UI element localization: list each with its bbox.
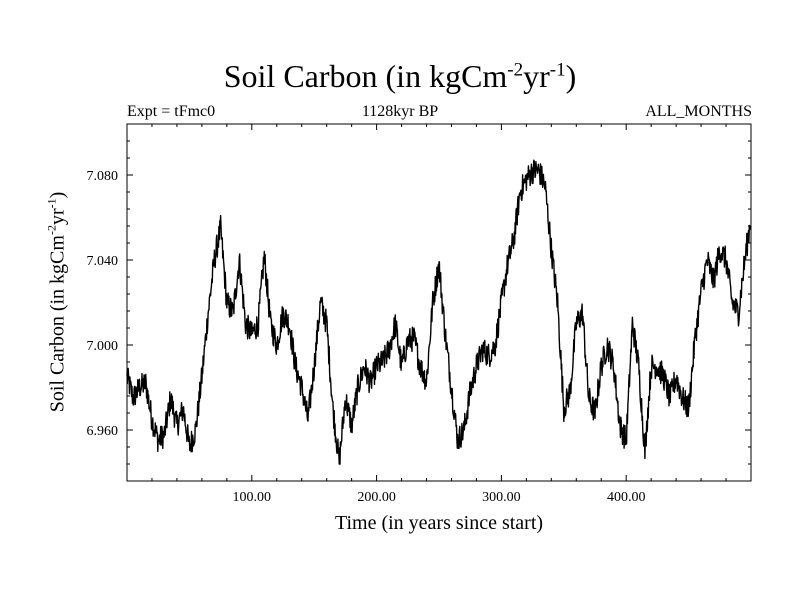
y-tick-label: 7.080	[87, 169, 119, 184]
y-tick-label: 6.960	[87, 424, 119, 439]
experiment-label: Expt = tFmc0	[127, 103, 216, 120]
x-tick-label: 400.00	[607, 490, 646, 505]
x-tick-label: 200.00	[357, 490, 396, 505]
series-line	[126, 159, 752, 465]
y-tick-label: 7.040	[87, 254, 119, 269]
chart-title: Soil Carbon (in kgCm-2yr-1)	[223, 58, 577, 94]
period-label: 1128kyr BP	[361, 103, 439, 120]
series-layer	[126, 159, 752, 465]
axis-ticks: 100.00 200.00 300.00 400.00 6.960 7.000 7.040 7…	[87, 123, 752, 505]
x-tick-label: 100.00	[233, 490, 272, 505]
x-tick-label: 300.00	[482, 490, 521, 505]
x-axis-label: Time (in years since start)	[334, 512, 544, 534]
plot-frame	[126, 123, 752, 482]
y-tick-label: 7.000	[87, 339, 119, 354]
months-label: ALL_MONTHS	[645, 103, 752, 120]
y-axis-label: Soil Carbon (in kgCm-2yr-1)	[44, 191, 69, 413]
